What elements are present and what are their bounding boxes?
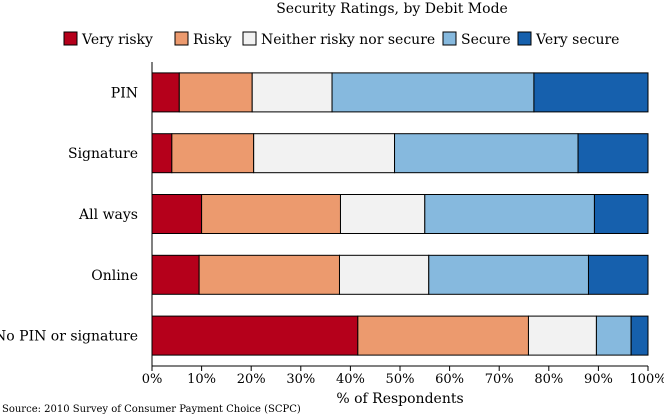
x-tick-label-4: 40%: [336, 372, 365, 387]
source-note: Source: 2010 Survey of Consumer Payment …: [2, 404, 301, 415]
bar-no-pin-or-signature-neither-risky-nor-secure: [527, 315, 597, 356]
x-tick-label-6: 60%: [435, 372, 464, 387]
bar-all-ways-very-secure: [593, 194, 649, 234]
x-tick-label-3: 30%: [286, 372, 315, 387]
bar-signature-risky: [171, 133, 255, 174]
bar-all-ways-neither-risky-nor-secure: [339, 194, 426, 234]
bar-online-very-risky: [151, 254, 200, 295]
x-tick-label-7: 70%: [485, 372, 514, 387]
legend-label-secure: Secure: [461, 32, 511, 48]
bar-all-ways-risky: [201, 194, 341, 234]
legend-label-risky: Risky: [193, 32, 232, 48]
legend-swatch-risky: [174, 31, 189, 46]
plot-area: [151, 72, 649, 356]
bar-no-pin-or-signature-secure: [595, 315, 632, 356]
legend-swatch-very-risky: [63, 31, 78, 46]
chart-title: Security Ratings, by Debit Mode: [276, 1, 508, 17]
bar-online-neither-risky-nor-secure: [338, 254, 430, 295]
bar-signature-neither-risky-nor-secure: [253, 133, 396, 174]
legend-label-very-secure: Very secure: [535, 32, 619, 48]
bar-online-risky: [198, 254, 340, 295]
bar-pin-very-secure: [533, 72, 649, 113]
x-tick-label-5: 50%: [386, 372, 415, 387]
bar-all-ways-secure: [424, 194, 595, 234]
bar-pin-secure: [331, 72, 535, 113]
bar-signature-secure: [394, 133, 579, 174]
x-tick-label-1: 10%: [187, 372, 216, 387]
legend-swatch-very-secure: [517, 31, 532, 46]
y-tick-label-all-ways: All ways: [78, 207, 138, 223]
bar-no-pin-or-signature-very-risky: [151, 315, 359, 356]
x-axis: 0% 10% 20% 30% 40% 50% 60% 70% 80% 90% 100%: [142, 365, 664, 387]
y-tick-label-no-pin-or-signature: No PIN or signature: [0, 329, 138, 345]
legend: Very risky Risky Neither risky nor secure S…: [63, 31, 619, 48]
y-axis: PIN Signature All ways Online No PIN or sign…: [0, 62, 153, 366]
bar-pin-risky: [178, 72, 253, 113]
y-tick-label-online: Online: [91, 268, 138, 284]
bar-signature-very-risky: [151, 133, 173, 174]
x-tick-label-10: 100%: [629, 372, 664, 387]
x-axis-label: % of Respondents: [336, 391, 463, 407]
bar-pin-neither-risky-nor-secure: [251, 72, 333, 113]
bar-no-pin-or-signature-risky: [357, 315, 529, 356]
legend-swatch-neither-risky-nor-secure: [242, 31, 257, 46]
bar-signature-very-secure: [577, 133, 649, 174]
y-tick-label-pin: PIN: [111, 85, 138, 101]
legend-label-neither-risky-nor-secure: Neither risky nor secure: [261, 32, 435, 48]
x-tick-label-8: 80%: [534, 372, 563, 387]
bar-all-ways-very-risky: [151, 194, 203, 234]
legend-swatch-secure: [442, 31, 457, 46]
x-tick-label-0: 0%: [142, 372, 163, 387]
bar-online-secure: [428, 254, 589, 295]
y-tick-label-signature: Signature: [68, 146, 138, 162]
x-tick-label-9: 90%: [584, 372, 613, 387]
bar-online-very-secure: [587, 254, 649, 295]
bar-no-pin-or-signature-very-secure: [630, 315, 649, 356]
legend-label-very-risky: Very risky: [81, 32, 153, 48]
bar-pin-very-risky: [151, 72, 180, 113]
x-tick-label-2: 20%: [237, 372, 266, 387]
